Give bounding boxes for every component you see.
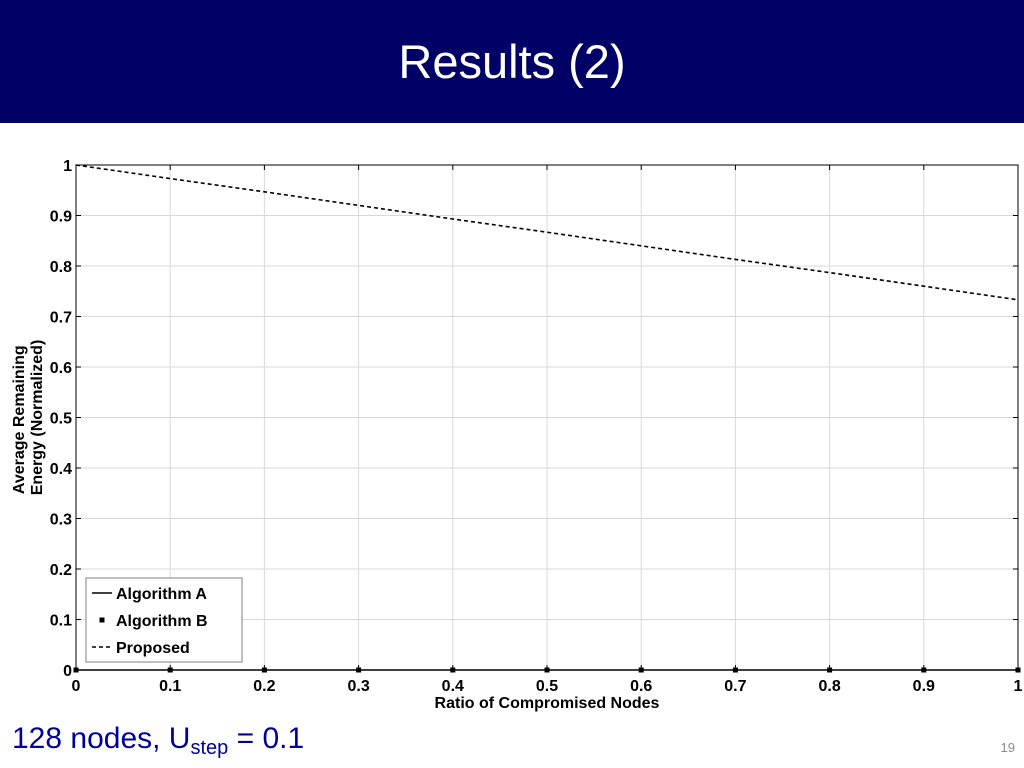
- x-tick-label: 0.9: [913, 678, 935, 695]
- y-axis-label-line-1: Average Remaining: [11, 345, 28, 494]
- line-chart: 0 0.1 0.2 0.3 0.4 0.5 0.6 0.7 0.8 0.9 1 0 0.1 0.2 0.3…: [11, 158, 1023, 712]
- x-tick-label: 0.5: [536, 678, 558, 695]
- x-tick-label: 0.4: [442, 678, 464, 695]
- y-tick-label: 0.4: [50, 461, 72, 478]
- x-tick-label: 0.7: [724, 678, 746, 695]
- y-tick-label: 0.8: [50, 259, 72, 276]
- title-bar: Results (2): [0, 0, 1024, 123]
- y-tick-label: 0.5: [50, 411, 72, 428]
- y-tick-label: 0.2: [50, 562, 72, 579]
- legend-label: Algorithm B: [116, 613, 208, 630]
- y-axis-label: Average Remaining Energy (Normalized): [11, 340, 46, 496]
- y-tick-label: 0.6: [50, 360, 72, 377]
- legend-box: [85, 577, 243, 663]
- x-tick-label: 0.3: [347, 678, 369, 695]
- y-tick-label: 0: [63, 663, 72, 680]
- series-proposed: [75, 164, 1019, 301]
- x-tick-label: 0.1: [159, 678, 181, 695]
- footer-caption-subscript: step: [190, 737, 229, 759]
- legend-label: Proposed: [116, 640, 190, 657]
- footer-caption-suffix: = 0.1: [228, 722, 305, 755]
- footer-caption-prefix: 128 nodes, U: [12, 722, 191, 755]
- y-axis-label-line-2: Energy (Normalized): [29, 340, 46, 496]
- y-tick-label: 0.9: [50, 209, 72, 226]
- y-tick-label: 0.3: [50, 512, 72, 529]
- legend-swatch: [99, 617, 105, 623]
- x-tick-label: 1: [1014, 678, 1023, 695]
- page-number: 19: [1000, 740, 1015, 755]
- x-tick-label: 0.8: [818, 678, 840, 695]
- x-axis: 0 0.1 0.2 0.3 0.4 0.5 0.6 0.7 0.8 0.9 1: [72, 165, 1023, 695]
- legend-label: Algorithm A: [116, 586, 207, 603]
- y-axis: 0 0.1 0.2 0.3 0.4 0.5 0.6 0.7 0.8 0.9 1: [50, 158, 1018, 680]
- series-line: [75, 164, 1019, 301]
- legend: Algorithm A Algorithm B Proposed: [85, 577, 243, 663]
- x-axis-label: Ratio of Compromised Nodes: [435, 695, 660, 712]
- footer-caption: 128 nodes, Ustep = 0.1: [12, 722, 304, 760]
- slide-title: Results (2): [398, 35, 626, 88]
- x-tick-label: 0: [72, 678, 81, 695]
- y-tick-label: 0.1: [50, 613, 72, 630]
- y-tick-label: 0.7: [50, 310, 72, 327]
- x-tick-label: 0.6: [630, 678, 652, 695]
- y-tick-label: 1: [63, 158, 72, 175]
- x-tick-label: 0.2: [253, 678, 275, 695]
